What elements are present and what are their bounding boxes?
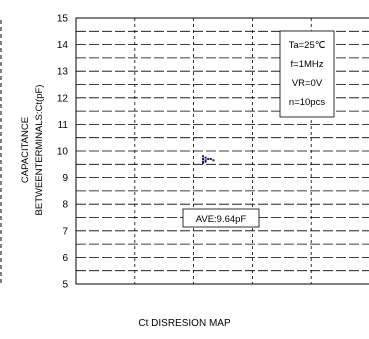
data-point [204, 156, 207, 159]
y-tick-label: 12 [57, 93, 69, 104]
y-tick-label: 10 [57, 147, 69, 158]
data-point [209, 157, 212, 160]
y-tick-label: 9 [62, 173, 68, 184]
plot-frame [75, 17, 369, 285]
data-point [202, 161, 204, 164]
conditions-box: Ta=25℃ f=1MHz VR=0V n=10pcs [279, 30, 335, 118]
data-point [204, 159, 207, 162]
y-axis-label-line1: CAPACITANCE [20, 117, 31, 183]
condition-frequency: f=1MHz [291, 59, 324, 70]
data-point [202, 155, 204, 158]
y-tick-label: 6 [62, 253, 68, 264]
y-tick-label: 13 [57, 67, 69, 78]
condition-sample-count: n=10pcs [289, 97, 325, 108]
y-axis-label-line2: BETWEENTERMINALS:Ct(pF) [34, 85, 45, 216]
y-ticks: 5 6 7 8 9 10 11 12 13 14 15 [57, 14, 69, 291]
y-tick-label: 11 [58, 120, 69, 131]
data-point [212, 159, 215, 162]
y-axis-label: CAPACITANCE BETWEENTERMINALS:Ct(pF) [20, 85, 45, 216]
data-point [202, 157, 204, 160]
y-tick-label: 15 [57, 14, 69, 25]
y-tick-label: 14 [57, 40, 69, 51]
y-tick-label: 8 [62, 200, 68, 211]
condition-voltage: VR=0V [292, 78, 323, 89]
y-tick-label: 7 [62, 226, 68, 237]
average-label: AVE:9.64pF [196, 214, 247, 225]
grid [76, 17, 369, 285]
y-tick-label: 5 [62, 280, 68, 291]
data-point [202, 160, 204, 163]
data-point [207, 157, 210, 160]
chart-caption: Ct DISRESION MAP [138, 318, 231, 329]
condition-temperature: Ta=25℃ [289, 40, 326, 51]
average-box: AVE:9.64pF [182, 208, 260, 228]
data-point [204, 160, 207, 163]
data-points [202, 155, 215, 164]
